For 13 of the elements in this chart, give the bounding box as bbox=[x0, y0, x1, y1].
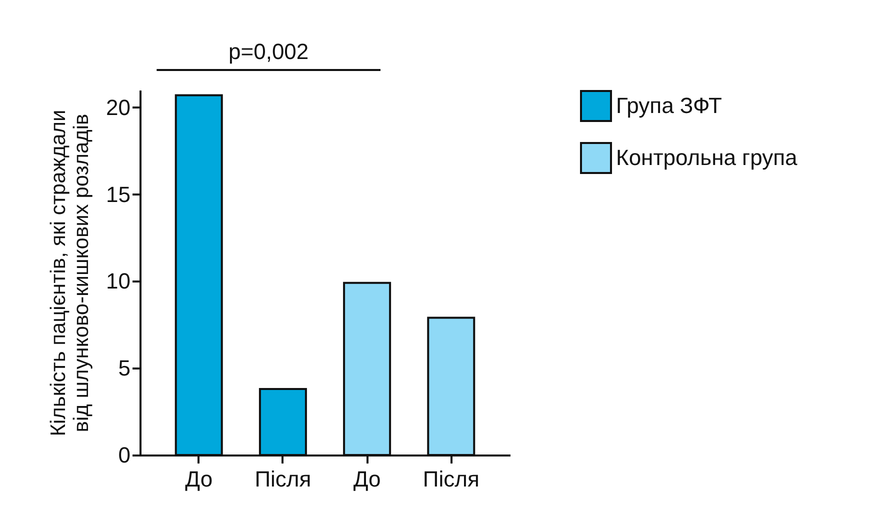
x-tick-label: До bbox=[353, 466, 381, 492]
x-tick-label: До bbox=[185, 466, 213, 492]
text: p=0,002 bbox=[228, 39, 309, 64]
legend-label: Контрольна група bbox=[616, 145, 798, 170]
x-tick-label: Після bbox=[254, 466, 312, 492]
y-tick-label: 5 bbox=[118, 356, 130, 381]
y-tick-label: 0 bbox=[118, 442, 130, 468]
y-tick-label: 15 bbox=[106, 182, 130, 207]
y-tick-label: 10 bbox=[106, 268, 130, 294]
y-axis-title: Кількість пацієнтів, які страждали від шлунково-кишкових розладів bbox=[47, 110, 94, 436]
legend-label: Група ЗФТ bbox=[616, 93, 722, 118]
y-tick-label: 20 bbox=[106, 94, 130, 120]
x-tick-label: Після bbox=[422, 466, 480, 492]
